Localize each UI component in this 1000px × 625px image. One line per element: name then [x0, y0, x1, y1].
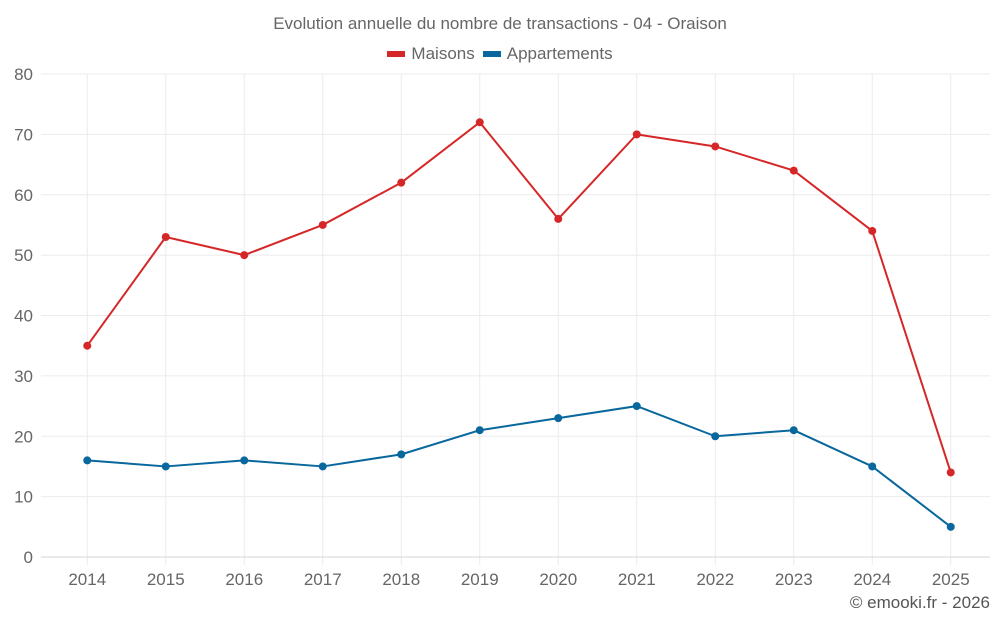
x-tick-label: 2024	[853, 570, 891, 589]
y-tick-label: 40	[14, 307, 33, 326]
data-point-maisons[interactable]	[789, 166, 798, 175]
legend-label-appartements: Appartements	[506, 44, 613, 63]
legend-swatch-appartements	[482, 51, 501, 57]
chart-title: Evolution annuelle du nombre de transact…	[273, 14, 727, 33]
x-tick-label: 2015	[147, 570, 185, 589]
x-tick-label: 2019	[461, 570, 499, 589]
y-tick-label: 70	[14, 125, 33, 144]
x-tick-label: 2020	[539, 570, 577, 589]
y-tick-label: 30	[14, 367, 33, 386]
x-tick-label: 2023	[775, 570, 813, 589]
y-tick-label: 50	[14, 246, 33, 265]
series-line-appartements	[87, 405, 952, 528]
data-point-appartements[interactable]	[318, 462, 327, 471]
data-point-appartements[interactable]	[161, 462, 170, 471]
x-tick-label: 2018	[382, 570, 420, 589]
data-point-appartements[interactable]	[789, 426, 798, 435]
legend-item-appartements[interactable]: Appartements	[482, 44, 613, 64]
data-point-maisons[interactable]	[632, 130, 641, 139]
data-point-maisons[interactable]	[946, 468, 955, 477]
y-tick-label: 80	[14, 65, 33, 84]
x-tick-label: 2022	[696, 570, 734, 589]
data-point-appartements[interactable]	[711, 432, 720, 441]
y-tick-label: 20	[14, 427, 33, 446]
credit-text: © emooki.fr - 2026	[849, 593, 990, 612]
data-point-maisons[interactable]	[318, 220, 327, 229]
legend-label-maisons: Maisons	[411, 44, 475, 63]
x-tick-label: 2014	[68, 570, 106, 589]
data-point-appartements[interactable]	[240, 456, 249, 465]
data-point-maisons[interactable]	[711, 142, 720, 151]
data-point-appartements[interactable]	[397, 450, 406, 459]
axes: 0 10 20 30 40 50 60 70 80 2014 2015 2016 2017 2018 201…	[14, 65, 990, 589]
legend-item-maisons[interactable]: Maisons	[387, 44, 475, 64]
x-tick-label: 2017	[304, 570, 342, 589]
y-tick-label: 60	[14, 186, 33, 205]
data-point-maisons[interactable]	[83, 341, 92, 350]
data-point-appartements[interactable]	[83, 456, 92, 465]
data-point-appartements[interactable]	[946, 522, 955, 531]
data-point-maisons[interactable]	[475, 118, 484, 127]
x-tick-label: 2016	[225, 570, 263, 589]
data-point-appartements[interactable]	[632, 402, 641, 411]
data-point-maisons[interactable]	[554, 214, 563, 223]
data-point-maisons[interactable]	[161, 233, 170, 242]
x-tick-label: 2025	[932, 570, 970, 589]
data-point-maisons[interactable]	[240, 251, 249, 260]
series-group	[83, 118, 955, 531]
legend: Maisons Appartements	[0, 44, 1000, 64]
data-point-maisons[interactable]	[397, 178, 406, 187]
series-line-maisons	[86, 121, 952, 473]
x-tick-label: 2021	[618, 570, 656, 589]
data-point-appartements[interactable]	[475, 426, 484, 435]
grid	[41, 73, 990, 565]
legend-swatch-maisons	[387, 51, 406, 57]
data-point-appartements[interactable]	[868, 462, 877, 471]
data-point-appartements[interactable]	[554, 414, 563, 423]
y-tick-label: 0	[24, 548, 33, 567]
y-tick-label: 10	[14, 488, 33, 507]
data-point-maisons[interactable]	[868, 226, 877, 235]
